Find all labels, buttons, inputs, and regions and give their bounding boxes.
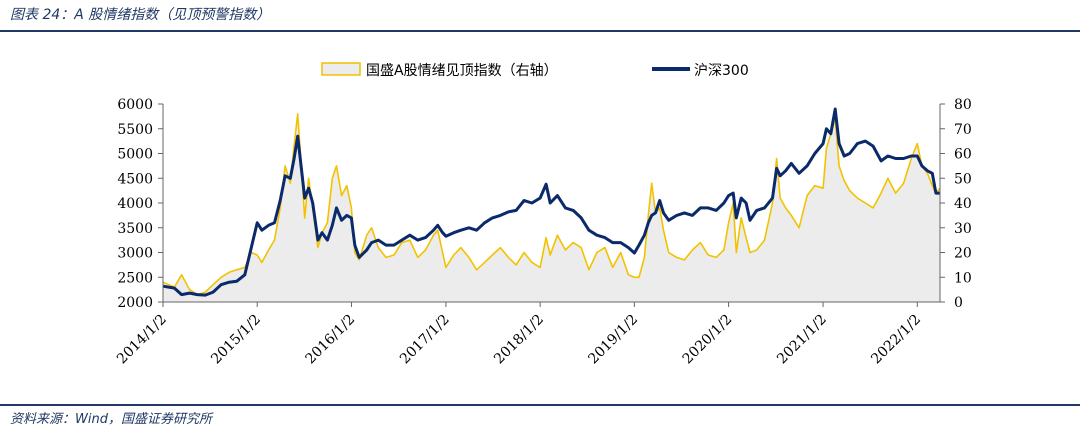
right-tick-label: 10	[954, 270, 972, 286]
left-tick-label: 3500	[117, 221, 153, 237]
right-tick-label: 50	[954, 171, 972, 187]
figure-caption: 图表 24：A 股情绪指数（见顶预警指数）	[10, 7, 271, 23]
source-note: 资料来源：Wind，国盛证券研究所	[10, 412, 212, 427]
left-tick-label: 5000	[117, 147, 153, 163]
legend: 国盛A股情绪见顶指数（右轴） 沪深300	[321, 62, 749, 79]
right-tick-label: 40	[954, 196, 972, 212]
x-tick-label: 2016/1/2	[302, 312, 358, 368]
right-tick-label: 0	[954, 295, 963, 311]
right-tick-label: 20	[954, 246, 972, 262]
x-tick-label: 2021/1/2	[774, 312, 830, 368]
x-tick-label: 2015/1/2	[208, 312, 264, 368]
hs300-line	[162, 107, 940, 297]
legend-swatch-sentiment	[321, 62, 361, 76]
left-tick-label: 3000	[117, 246, 153, 262]
left-tick-label: 6000	[117, 97, 153, 113]
right-tick-label: 60	[954, 147, 972, 163]
left-tick-label: 4000	[117, 196, 153, 212]
bottom-rule	[0, 404, 1080, 406]
x-tick-label: 2014/1/2	[114, 312, 170, 368]
left-tick-label: 5500	[117, 122, 153, 138]
left-tick-label: 4500	[117, 171, 153, 187]
sentiment-chart: 国盛A股情绪见顶指数（右轴） 沪深300 2000250030003500400…	[114, 62, 972, 368]
x-tick-label: 2020/1/2	[680, 312, 736, 368]
right-tick-label: 30	[954, 221, 972, 237]
left-tick-label: 2000	[117, 295, 153, 311]
right-tick-label: 70	[954, 122, 972, 138]
sentiment-area	[163, 113, 940, 303]
x-tick-label: 2019/1/2	[585, 312, 641, 368]
top-rule	[0, 30, 1080, 32]
plot-area	[162, 107, 941, 303]
x-tick-label: 2018/1/2	[491, 312, 547, 368]
right-tick-label: 80	[954, 97, 972, 113]
legend-label-hs300: 沪深300	[694, 63, 749, 79]
x-tick-label: 2022/1/2	[868, 312, 924, 368]
x-tick-label: 2017/1/2	[397, 312, 453, 368]
legend-label-sentiment: 国盛A股情绪见顶指数（右轴）	[366, 63, 558, 79]
left-tick-label: 2500	[117, 270, 153, 286]
